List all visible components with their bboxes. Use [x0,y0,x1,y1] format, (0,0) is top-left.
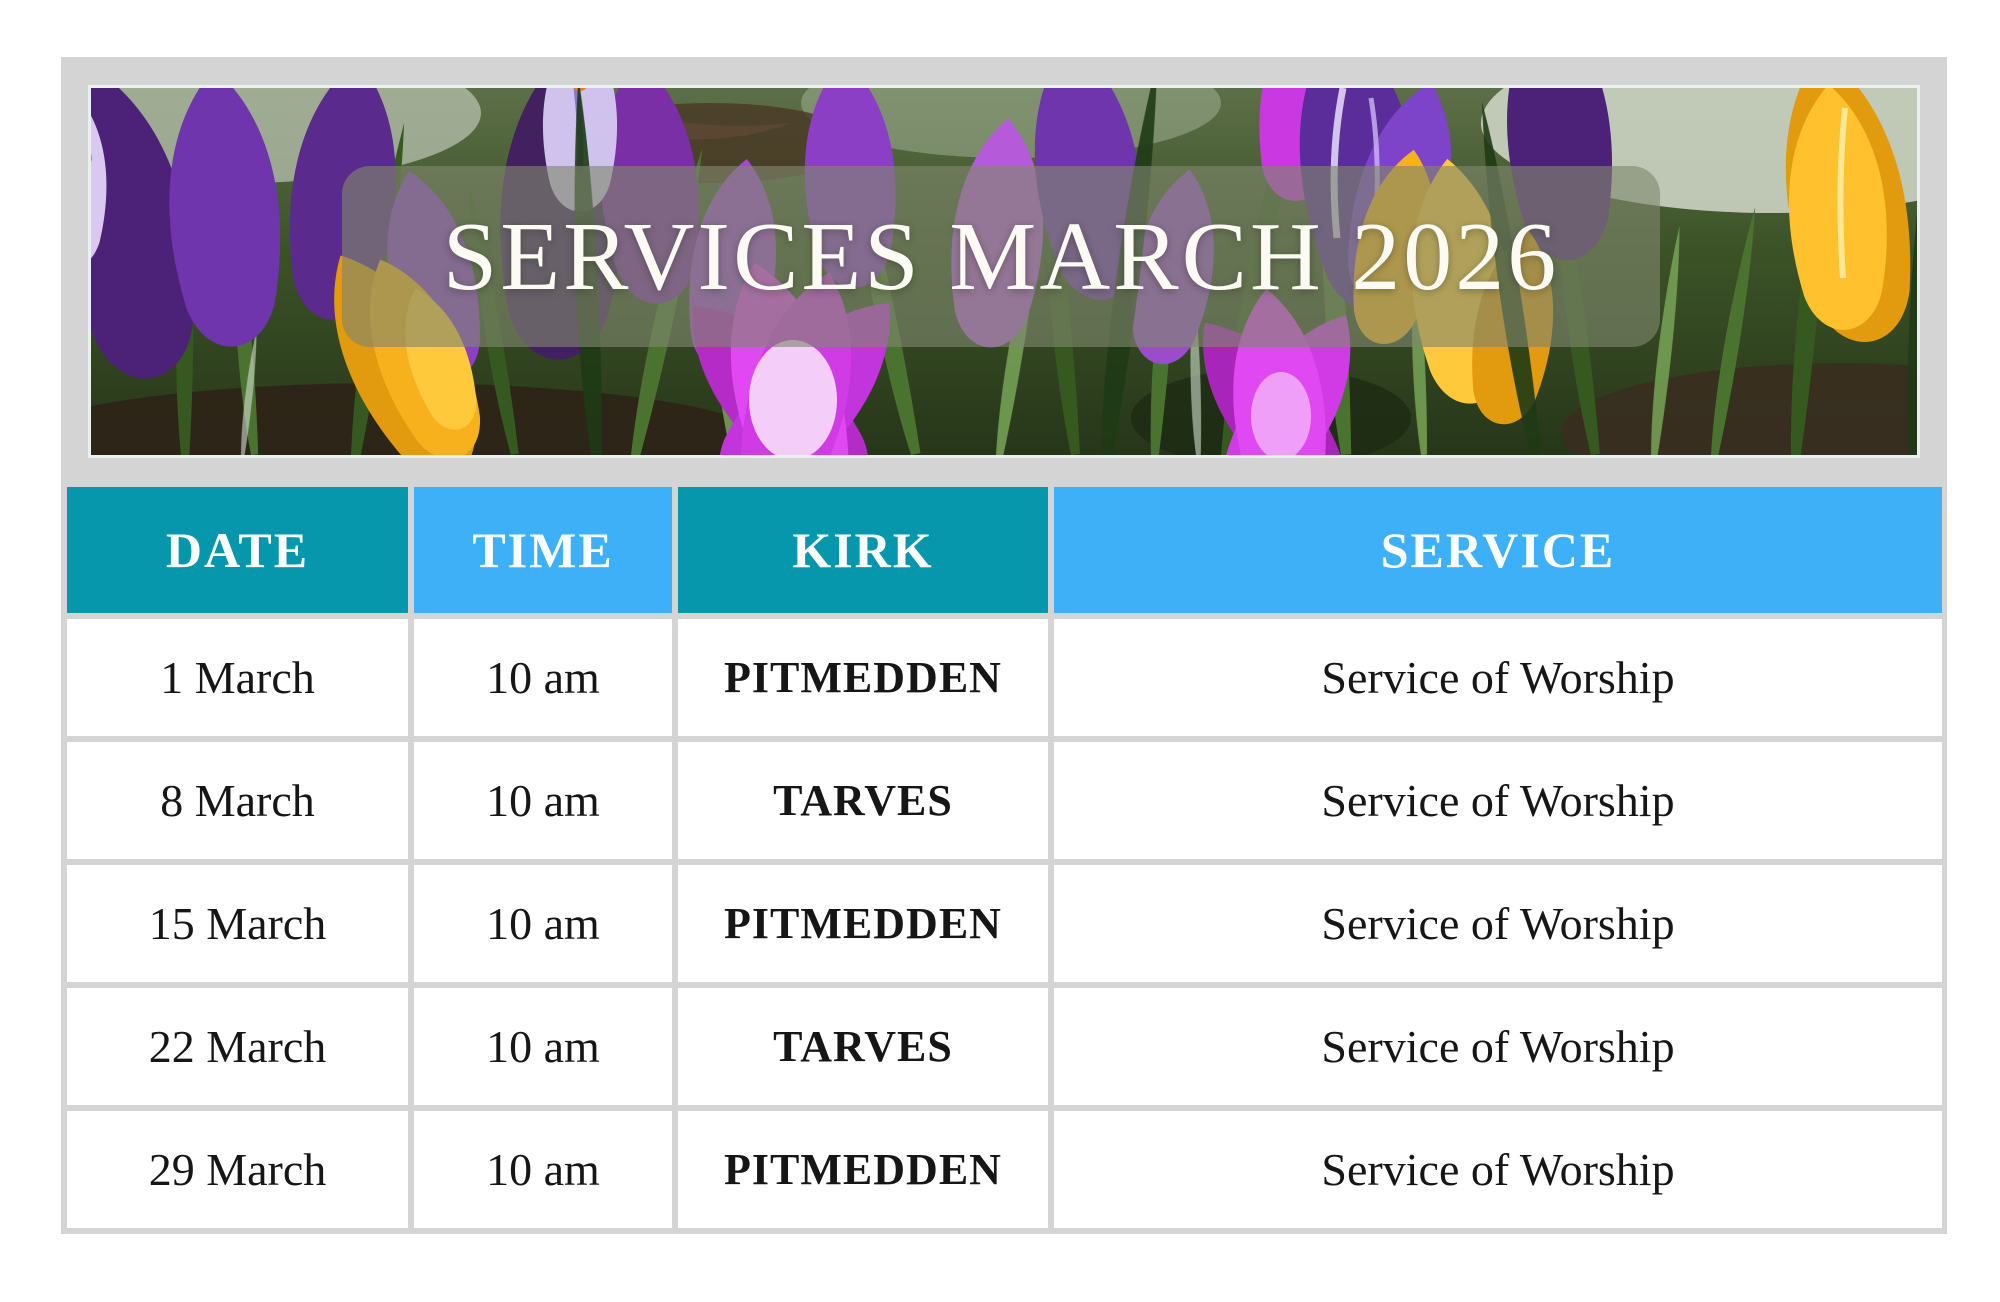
cell-time: 10 am [414,742,672,859]
cell-date: 29 March [67,1111,408,1228]
cell-kirk: PITMEDDEN [678,619,1048,736]
cell-service: Service of Worship [1054,988,1942,1105]
column-header-kirk: KIRK [678,487,1048,613]
cell-kirk: TARVES [678,742,1048,859]
crocus-photo [91,88,1917,455]
cell-date: 1 March [67,619,408,736]
cell-date: 8 March [67,742,408,859]
cell-service: Service of Worship [1054,1111,1942,1228]
cell-kirk: TARVES [678,988,1048,1105]
cell-service: Service of Worship [1054,742,1942,859]
cell-time: 10 am [414,1111,672,1228]
column-header-service: SERVICE [1054,487,1942,613]
column-header-time: TIME [414,487,672,613]
cell-date: 15 March [67,865,408,982]
cell-time: 10 am [414,988,672,1105]
page-title: SERVICES MARCH 2026 [442,202,1560,311]
cell-date: 22 March [67,988,408,1105]
column-header-date: DATE [67,487,408,613]
cell-kirk: PITMEDDEN [678,1111,1048,1228]
cell-time: 10 am [414,865,672,982]
cell-service: Service of Worship [1054,865,1942,982]
services-table: DATE TIME KIRK SERVICE 1 March 10 am PIT… [67,487,1942,1228]
content-panel: SERVICES MARCH 2026 DATE TIME KIRK SERVI… [61,57,1947,1234]
cell-service: Service of Worship [1054,619,1942,736]
banner: SERVICES MARCH 2026 [88,85,1920,458]
title-overlay: SERVICES MARCH 2026 [342,166,1660,347]
cell-time: 10 am [414,619,672,736]
cell-kirk: PITMEDDEN [678,865,1048,982]
